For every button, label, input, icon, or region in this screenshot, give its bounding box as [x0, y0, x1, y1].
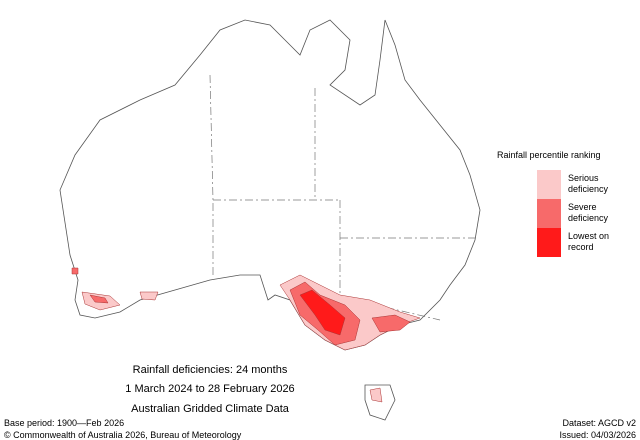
base-period: Base period: 1900—Feb 2026 [4, 418, 125, 428]
legend-title: Rainfall percentile ranking [497, 150, 601, 160]
deficiency-areas [71, 267, 421, 403]
state-borders [209, 74, 475, 321]
legend-label: Serious deficiency [568, 173, 609, 194]
caption-line: Australian Gridded Climate Data [131, 403, 289, 415]
dataset: Dataset: AGCD v2 [562, 418, 636, 428]
legend-swatch [537, 199, 561, 228]
coastline [59, 19, 481, 421]
legend-swatch [537, 228, 561, 257]
copyright: © Commonwealth of Australia 2026, Bureau… [4, 430, 242, 440]
issued: Issued: 04/03/2026 [559, 430, 636, 440]
caption-line: 1 March 2024 to 28 February 2026 [125, 383, 295, 395]
caption-line: Rainfall deficiencies: 24 months [132, 364, 288, 376]
legend-swatch [537, 170, 561, 199]
legend-label: Lowest on record [568, 231, 610, 252]
legend-label: Severe deficiency [568, 202, 609, 223]
